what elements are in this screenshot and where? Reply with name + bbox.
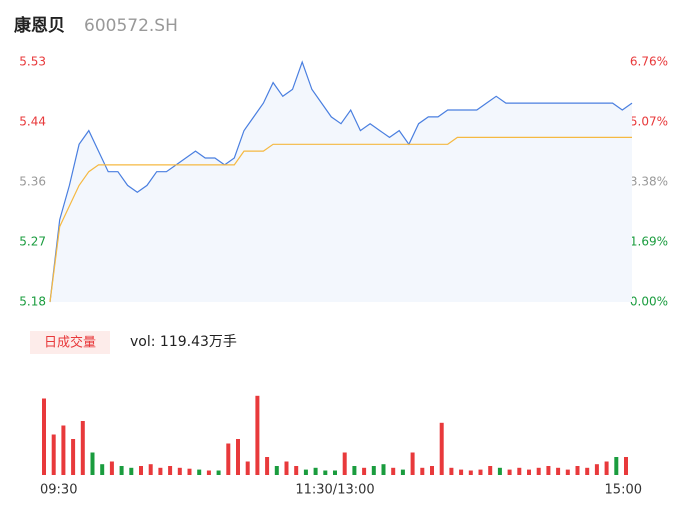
volume-bar (226, 443, 231, 475)
volume-bar (556, 467, 561, 475)
y-tick-label: 5.27 (19, 235, 46, 249)
y2-tick-label: 0.00% (630, 295, 668, 309)
volume-tag-bg (30, 331, 110, 354)
volume-bar (594, 464, 599, 475)
volume-bar (61, 425, 66, 475)
volume-bar (148, 464, 153, 475)
volume-bar (284, 461, 289, 475)
volume-bar (80, 421, 85, 475)
y-tick-label: 5.53 (19, 55, 46, 69)
volume-bar (352, 466, 357, 475)
y2-tick-label: 5.07% (630, 115, 668, 129)
y2-tick-label: 6.76% (630, 55, 668, 69)
volume-bar (216, 470, 221, 475)
volume-bar (206, 470, 211, 475)
volume-bar (342, 452, 347, 475)
x-tick-label: 09:30 (40, 483, 77, 498)
volume-bar (323, 470, 328, 475)
volume-bar (517, 467, 522, 475)
volume-bar (187, 468, 192, 475)
volume-tag: 日成交量 (44, 335, 96, 351)
volume-bar (449, 467, 454, 475)
volume-bar (527, 469, 531, 475)
volume-bar (245, 461, 250, 475)
price-line (49, 60, 633, 303)
volume-bar (333, 470, 337, 475)
volume-bar (139, 466, 143, 475)
stock-code: 600572.SH (84, 16, 178, 36)
volume-bar (313, 467, 318, 475)
volume-bar (497, 467, 502, 475)
y2-tick-label: 3.38% (630, 175, 668, 189)
volume-bar (362, 467, 367, 475)
volume-bar (177, 467, 182, 475)
x-tick-label: 15:00 (605, 483, 642, 498)
volume-bar (468, 470, 473, 475)
volume-bar (420, 467, 425, 475)
volume-bar (294, 466, 299, 475)
volume-bar (536, 467, 541, 475)
average-line (49, 136, 632, 303)
volume-bar (90, 452, 95, 475)
volume-bar (565, 469, 570, 475)
volume-bar (158, 467, 163, 475)
volume-bar (624, 457, 628, 475)
y-tick-label: 5.44 (19, 115, 46, 129)
volume-bar (274, 466, 279, 475)
volume-bar (100, 464, 105, 475)
volume-bar (546, 466, 551, 475)
y-tick-label: 5.36 (19, 175, 46, 189)
volume-bar (265, 457, 270, 475)
volume-bar (381, 464, 386, 475)
volume-bar (488, 466, 493, 475)
volume-bar (575, 466, 580, 475)
volume-bar (507, 469, 512, 475)
volume-bar (604, 461, 609, 475)
volume-bar (410, 452, 415, 475)
volume-bar (109, 461, 114, 475)
volume-bar (478, 469, 483, 475)
volume-bar (430, 466, 434, 475)
volume-bar (391, 467, 396, 475)
volume-bar (168, 466, 173, 475)
volume-total: vol: 119.43万手 (130, 334, 237, 350)
price-area (50, 62, 632, 302)
x-tick-label: 11:30/13:00 (295, 483, 374, 498)
volume-bar (585, 467, 590, 475)
volume-bar (119, 466, 124, 475)
volume-bar (42, 398, 46, 475)
volume-bar (614, 457, 619, 475)
volume-bar (51, 434, 56, 475)
volume-bar (255, 395, 260, 475)
volume-bar (129, 467, 134, 475)
y2-tick-label: 1.69% (630, 235, 668, 249)
stock-name: 康恩贝 (14, 15, 65, 36)
volume-bar (71, 439, 76, 475)
volume-bar (400, 469, 405, 475)
volume-bar (236, 439, 240, 475)
volume-bar (459, 469, 464, 475)
volume-bar (371, 466, 376, 475)
y-tick-label: 5.18 (19, 295, 46, 309)
volume-bar (439, 422, 444, 475)
volume-bar (303, 469, 308, 475)
volume-bar (197, 469, 202, 475)
